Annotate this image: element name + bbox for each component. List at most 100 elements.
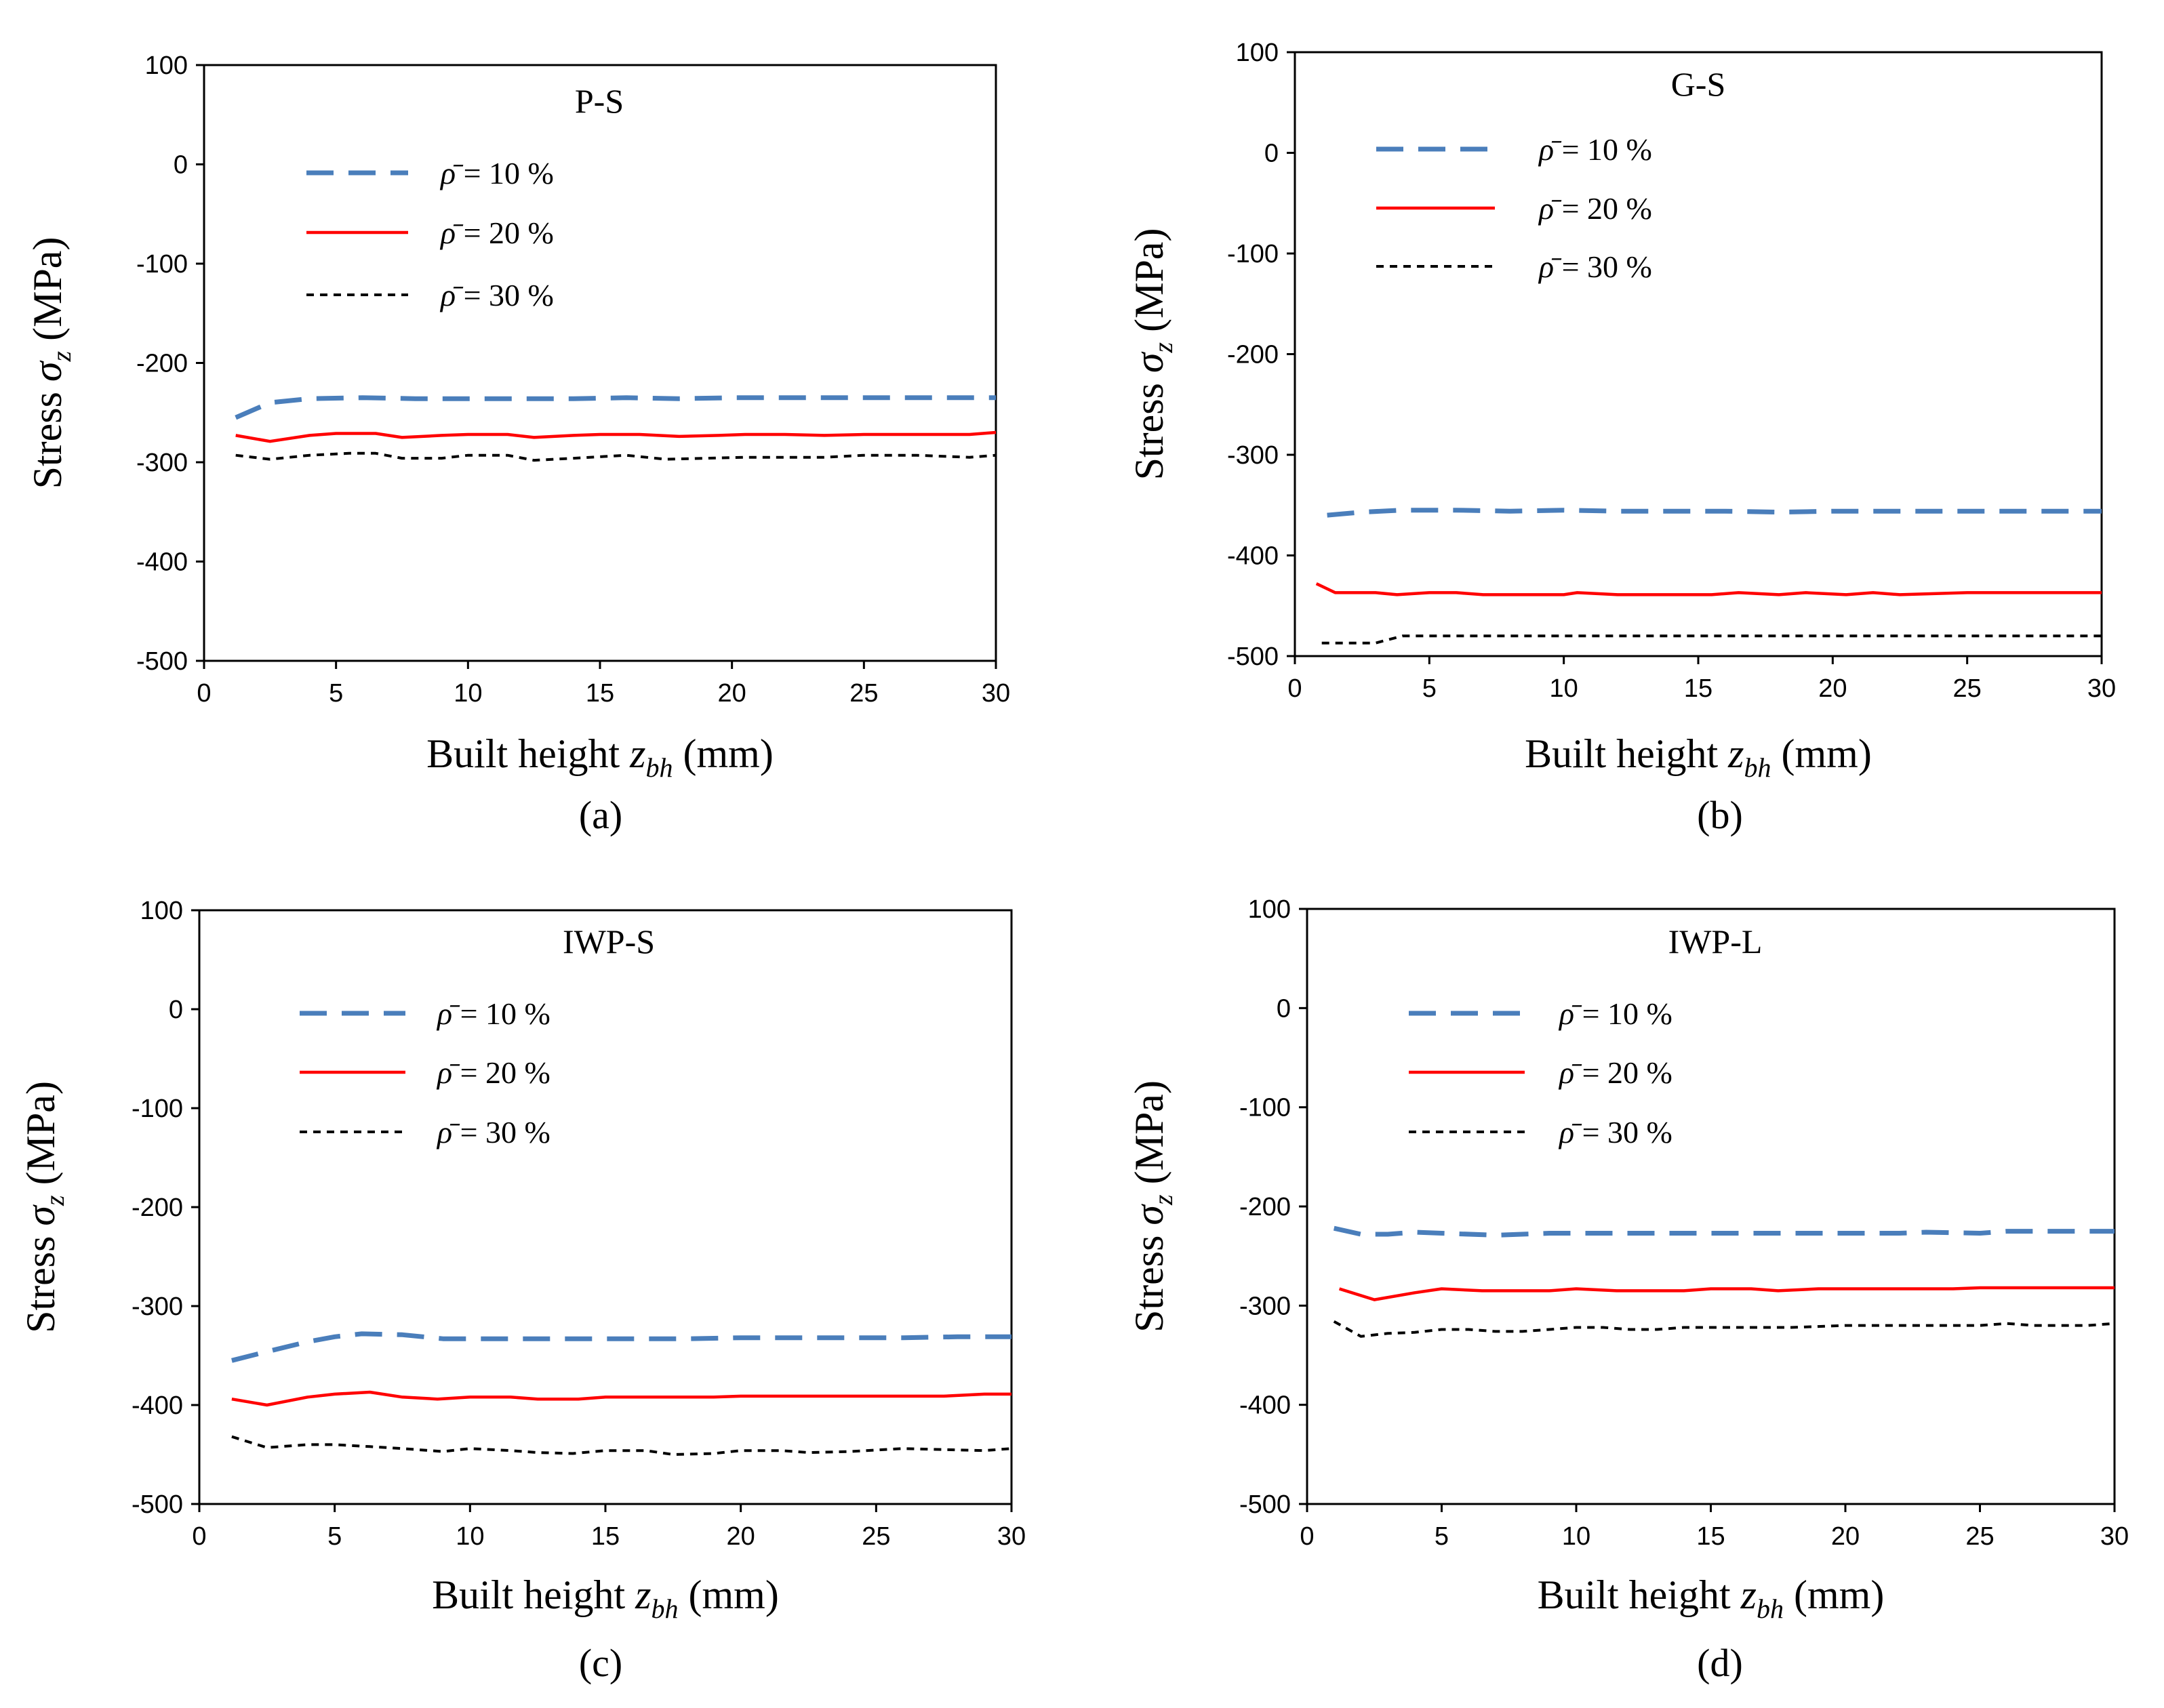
y-tick-label: 100	[145, 52, 188, 80]
y-tick-label: -200	[1227, 341, 1279, 369]
panel-title: IWP-S	[563, 922, 655, 960]
x-axis-label-part: z	[1740, 1572, 1757, 1617]
y-tick-label: -200	[136, 350, 188, 378]
x-tick-label: 5	[329, 679, 343, 708]
series-line-rho20	[1338, 1286, 2115, 1301]
y-axis-label-part: Stress	[25, 382, 70, 489]
y-axis-label: Stress σz (MPa)	[18, 1081, 70, 1333]
x-axis-label: Built height zbh (mm)	[1525, 731, 1872, 783]
y-tick-label: -100	[1227, 240, 1279, 268]
panel-caption: (b)	[1697, 793, 1743, 837]
legend-label-rho10: ρ̄ = 10 %	[439, 156, 554, 190]
x-axis-label-part: (mm)	[673, 731, 774, 776]
y-axis-label-part: (MPa)	[1127, 1080, 1171, 1194]
y-tick-label: -300	[136, 449, 188, 477]
chart-panel-b: 100 0 -100 -200 -300 -400 -500 0 5 10 15 20 25 30 G-S ρ…	[1127, 39, 2116, 837]
x-tick-label: 20	[1831, 1522, 1860, 1551]
x-axis-label-part: (mm)	[1784, 1572, 1884, 1617]
y-axis-label-part: Stress	[1127, 373, 1171, 480]
series-line-rho30	[1321, 634, 2102, 645]
y-tick-label: 0	[174, 151, 188, 180]
x-tick-label: 30	[982, 679, 1010, 708]
panel-caption: (c)	[579, 1641, 622, 1685]
chart-panel-d: 100 0 -100 -200 -300 -400 -500 0 5 10 15 20 25 30 IWP-…	[1127, 895, 2129, 1685]
x-axis-label-part: (mm)	[679, 1572, 779, 1617]
x-tick-label: 25	[862, 1522, 890, 1551]
y-tick-label: 0	[1277, 994, 1291, 1023]
legend-value: = 20 %	[1562, 191, 1652, 226]
y-tick-label: -500	[132, 1490, 183, 1519]
y-tick-label: -100	[1239, 1094, 1291, 1122]
x-axis-label-part: z	[1727, 731, 1744, 776]
y-axis-label: Stress σz (MPa)	[1127, 228, 1178, 481]
x-tick-label: 0	[192, 1522, 206, 1551]
x-axis-label-part: bh	[652, 1593, 679, 1624]
legend-symbol: ρ̄	[439, 278, 464, 312]
legend-symbol: ρ̄	[439, 216, 464, 250]
series-line-rho10	[235, 395, 996, 420]
y-tick-label: -400	[132, 1391, 183, 1420]
x-axis-label: Built height zbh (mm)	[1538, 1572, 1885, 1624]
y-tick-label: -500	[1227, 643, 1279, 671]
legend-symbol: ρ̄	[436, 996, 460, 1031]
legend-symbol: ρ̄	[436, 1055, 460, 1090]
series-line-rho20	[231, 1390, 1011, 1407]
y-tick-label: -200	[132, 1194, 183, 1222]
legend-label-rho10: ρ̄ = 10 %	[1538, 132, 1652, 167]
x-tick-label: 5	[327, 1522, 342, 1551]
legend-value: = 30 %	[1562, 249, 1652, 284]
series-line-rho20	[1315, 582, 2102, 596]
y-tick-label: 100	[1248, 895, 1291, 924]
y-tick-label: 0	[1264, 140, 1279, 168]
x-tick-label: 10	[456, 1522, 484, 1551]
legend-value: = 10 %	[1562, 132, 1652, 167]
y-tick-label: -400	[136, 548, 188, 577]
x-tick-label: 10	[1562, 1522, 1590, 1551]
y-axis-label-part: σ	[1127, 351, 1171, 373]
y-axis-label-part: (MPa)	[1127, 228, 1171, 342]
legend-value: = 20 %	[1582, 1055, 1672, 1090]
x-tick-label: 30	[2087, 674, 2116, 703]
x-tick-label: 25	[1953, 674, 1982, 703]
series-line-rho20	[235, 430, 997, 443]
x-tick-label: 15	[1684, 674, 1712, 703]
x-tick-label: 30	[997, 1522, 1026, 1551]
y-axis-label-part: σ	[25, 360, 70, 382]
x-tick-label: 5	[1422, 674, 1437, 703]
legend-symbol: ρ̄	[1538, 249, 1562, 284]
legend-value: = 20 %	[464, 216, 554, 250]
panel-title: P-S	[575, 82, 624, 120]
legend-value: = 10 %	[460, 996, 550, 1031]
chart-panel-c: 100 0 -100 -200 -300 -400 -500 0 5 10 15 20 25 30 IWP-…	[18, 897, 1026, 1685]
y-tick-label: -400	[1239, 1391, 1291, 1420]
legend-value: = 30 %	[460, 1115, 550, 1150]
y-tick-label: 100	[1236, 39, 1279, 67]
y-axis-label-part: (MPa)	[18, 1081, 63, 1195]
x-axis-label-part: (mm)	[1771, 731, 1872, 776]
legend-label-rho20: ρ̄ = 20 %	[436, 1055, 550, 1090]
y-axis-label-part: z	[1148, 1194, 1178, 1206]
series-line-rho30	[1333, 1320, 2115, 1338]
legend-label-rho30: ρ̄ = 30 %	[439, 278, 554, 312]
panel-caption: (d)	[1697, 1641, 1743, 1685]
y-tick-label: -300	[1239, 1292, 1291, 1320]
y-axis-label-part: z	[1148, 342, 1178, 353]
panel-title: G-S	[1671, 65, 1726, 103]
legend-symbol: ρ̄	[1558, 1055, 1582, 1090]
y-tick-label: -400	[1227, 542, 1279, 571]
x-axis-label-part: Built height	[1538, 1572, 1741, 1617]
x-tick-label: 10	[1550, 674, 1578, 703]
legend-symbol: ρ̄	[1538, 132, 1562, 167]
legend-label-rho10: ρ̄ = 10 %	[436, 996, 550, 1031]
legend-label-rho20: ρ̄ = 20 %	[1558, 1055, 1672, 1090]
legend-symbol: ρ̄	[1558, 996, 1582, 1031]
series-line-rho30	[235, 451, 997, 462]
legend-label-rho10: ρ̄ = 10 %	[1558, 996, 1672, 1031]
x-axis-label-part: bh	[1757, 1593, 1784, 1624]
x-axis-label-part: z	[635, 1572, 651, 1617]
y-axis-label: Stress σz (MPa)	[25, 237, 77, 489]
x-axis-label-part: bh	[1744, 752, 1771, 783]
y-tick-label: -300	[1227, 441, 1279, 470]
